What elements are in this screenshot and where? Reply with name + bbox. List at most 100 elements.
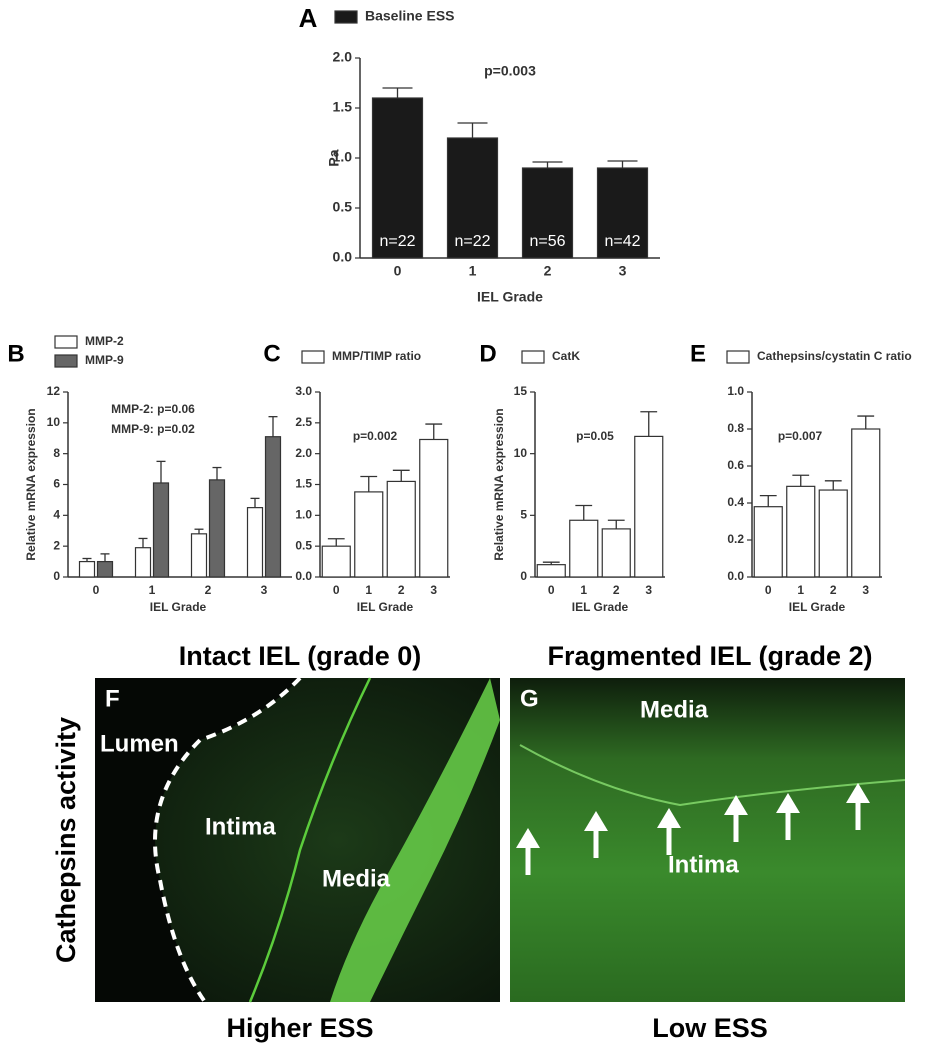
legend-swatch xyxy=(521,350,545,364)
x-axis-label: IEL Grade xyxy=(150,600,207,614)
y-tick-label: 0.2 xyxy=(727,532,744,546)
bar xyxy=(753,506,783,578)
bar xyxy=(246,507,264,578)
x-tick-label: 3 xyxy=(430,583,437,597)
heading: Fragmented IEL (grade 2) xyxy=(547,641,872,671)
side-label: Cathepsins activity xyxy=(51,717,81,963)
x-tick-label: 2 xyxy=(398,583,405,597)
bar xyxy=(419,438,449,578)
legend-swatch xyxy=(54,354,78,368)
x-axis-label: IEL Grade xyxy=(357,600,414,614)
x-tick-label: 0 xyxy=(765,583,772,597)
y-tick-label: 1.0 xyxy=(727,384,744,398)
x-tick-label: 0 xyxy=(93,583,100,597)
tissue-label: Media xyxy=(322,865,391,892)
bar xyxy=(536,564,566,578)
tissue-label: Intima xyxy=(205,813,276,840)
y-tick-label: 2.5 xyxy=(295,415,312,429)
x-tick-label: 2 xyxy=(544,263,552,279)
y-tick-label: 1.5 xyxy=(333,99,353,115)
bar xyxy=(569,519,599,578)
annotation: p=0.002 xyxy=(353,429,398,443)
bar xyxy=(208,479,226,578)
panel-letter: E xyxy=(690,340,706,367)
legend-label: MMP-2 xyxy=(85,334,124,348)
bar xyxy=(634,435,664,578)
legend-label: Baseline ESS xyxy=(365,8,455,24)
y-tick-label: 4 xyxy=(53,508,60,522)
x-tick-label: 0 xyxy=(548,583,555,597)
x-tick-label: 0 xyxy=(394,263,402,279)
x-tick-label: 3 xyxy=(261,583,268,597)
panel-letter: B xyxy=(7,340,24,367)
y-tick-label: 2.0 xyxy=(295,446,312,460)
y-axis-label: Relative mRNA expression xyxy=(492,408,506,560)
y-tick-label: 1.5 xyxy=(295,477,312,491)
y-tick-label: 0.8 xyxy=(727,421,744,435)
y-tick-label: 12 xyxy=(47,384,61,398)
bar xyxy=(264,436,282,578)
bar xyxy=(851,428,881,578)
bar xyxy=(386,480,416,578)
x-tick-label: 3 xyxy=(645,583,652,597)
x-tick-label: 1 xyxy=(365,583,372,597)
y-tick-label: 6 xyxy=(53,477,60,491)
x-tick-label: 3 xyxy=(862,583,869,597)
panel-letter: D xyxy=(479,340,496,367)
bar xyxy=(354,491,384,578)
legend-swatch xyxy=(301,350,325,364)
y-tick-label: 15 xyxy=(514,384,528,398)
y-tick-label: 0.0 xyxy=(727,569,744,583)
bar xyxy=(786,485,816,578)
x-tick-label: 1 xyxy=(469,263,477,279)
bar-label: n=22 xyxy=(379,233,415,250)
annotation: p=0.05 xyxy=(576,429,614,443)
bar xyxy=(190,533,208,578)
bar xyxy=(321,545,351,578)
x-tick-label: 2 xyxy=(830,583,837,597)
y-tick-label: 0.5 xyxy=(295,538,312,552)
x-axis-label: IEL Grade xyxy=(477,289,543,305)
y-tick-label: 0.5 xyxy=(333,199,353,215)
panel-letter: G xyxy=(520,685,539,712)
annotation: MMP-9: p=0.02 xyxy=(111,422,195,436)
micrograph-f xyxy=(95,676,500,1004)
bar-label: n=42 xyxy=(604,233,640,250)
panel-letter: A xyxy=(299,3,318,33)
y-axis-label: Pa xyxy=(326,149,342,166)
bar xyxy=(818,489,848,578)
legend-label: CatK xyxy=(552,349,580,363)
bar xyxy=(371,97,424,259)
tissue-label: Intima xyxy=(668,851,739,878)
panel-letter: F xyxy=(105,685,120,712)
tissue-label: Media xyxy=(640,696,709,723)
x-axis-label: IEL Grade xyxy=(789,600,846,614)
y-tick-label: 0.6 xyxy=(727,458,744,472)
x-tick-label: 1 xyxy=(580,583,587,597)
legend-swatch xyxy=(54,335,78,349)
panel-letter: C xyxy=(263,340,280,367)
y-tick-label: 0.4 xyxy=(727,495,744,509)
y-tick-label: 1.0 xyxy=(295,508,312,522)
legend-label: MMP-9 xyxy=(85,353,124,367)
annotation: p=0.007 xyxy=(778,429,823,443)
bar xyxy=(78,560,96,578)
x-tick-label: 1 xyxy=(797,583,804,597)
footer: Higher ESS xyxy=(226,1013,373,1043)
y-tick-label: 1.0 xyxy=(333,149,353,165)
y-tick-label: 0.0 xyxy=(333,249,353,265)
y-tick-label: 0.0 xyxy=(295,569,312,583)
legend-label: MMP/TIMP ratio xyxy=(332,349,421,363)
y-tick-label: 10 xyxy=(514,446,528,460)
bar xyxy=(96,560,114,578)
heading: Intact IEL (grade 0) xyxy=(179,641,422,671)
bar xyxy=(601,528,631,578)
annotation: p=0.003 xyxy=(484,63,536,79)
bar xyxy=(521,167,574,259)
y-tick-label: 3.0 xyxy=(295,384,312,398)
bar xyxy=(596,167,649,259)
micrograph-g xyxy=(510,678,906,1002)
y-tick-label: 0 xyxy=(53,569,60,583)
legend-label: Cathepsins/cystatin C ratio xyxy=(757,349,912,363)
